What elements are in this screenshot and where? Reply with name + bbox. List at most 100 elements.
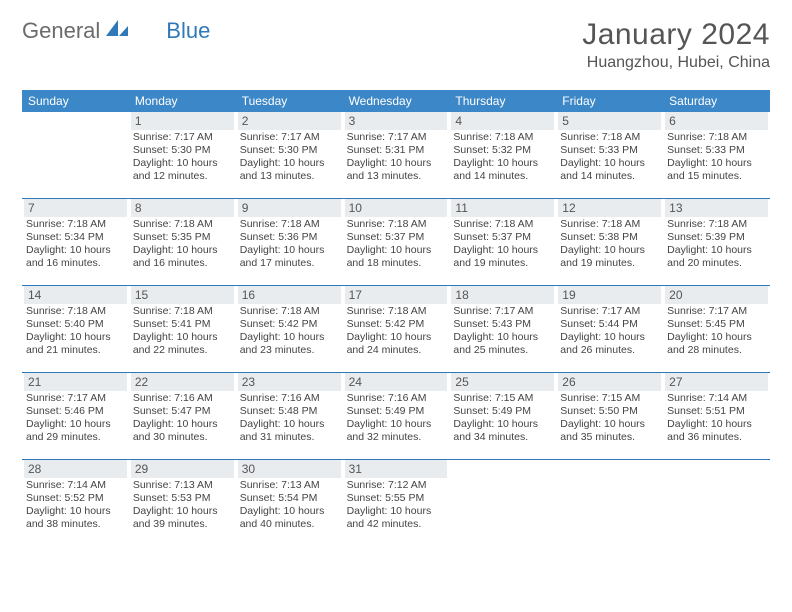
day-info: Sunrise: 7:18 AMSunset: 5:40 PMDaylight:… [24, 304, 127, 357]
day-header: Tuesday [236, 90, 343, 112]
calendar-cell: 30Sunrise: 7:13 AMSunset: 5:54 PMDayligh… [236, 460, 343, 546]
day-info: Sunrise: 7:17 AMSunset: 5:45 PMDaylight:… [665, 304, 768, 357]
day-header: Saturday [663, 90, 770, 112]
calendar-cell: 26Sunrise: 7:15 AMSunset: 5:50 PMDayligh… [556, 373, 663, 459]
day-number: 28 [24, 460, 127, 478]
calendar-cell: 6Sunrise: 7:18 AMSunset: 5:33 PMDaylight… [663, 112, 770, 198]
day-number: 27 [665, 373, 768, 391]
calendar-cell: 8Sunrise: 7:18 AMSunset: 5:35 PMDaylight… [129, 199, 236, 285]
title-block: January 2024 Huangzhou, Hubei, China [582, 18, 770, 72]
day-number: 23 [238, 373, 341, 391]
calendar-cell: 29Sunrise: 7:13 AMSunset: 5:53 PMDayligh… [129, 460, 236, 546]
day-number: 4 [451, 112, 554, 130]
day-number: 8 [131, 199, 234, 217]
day-info: Sunrise: 7:18 AMSunset: 5:42 PMDaylight:… [345, 304, 448, 357]
day-number: 17 [345, 286, 448, 304]
day-number: 9 [238, 199, 341, 217]
calendar-cell: 11Sunrise: 7:18 AMSunset: 5:37 PMDayligh… [449, 199, 556, 285]
day-number: 25 [451, 373, 554, 391]
day-info: Sunrise: 7:18 AMSunset: 5:37 PMDaylight:… [345, 217, 448, 270]
location: Huangzhou, Hubei, China [582, 54, 770, 72]
day-header: Friday [556, 90, 663, 112]
calendar-cell: 4Sunrise: 7:18 AMSunset: 5:32 PMDaylight… [449, 112, 556, 198]
calendar-cell: 17Sunrise: 7:18 AMSunset: 5:42 PMDayligh… [343, 286, 450, 372]
day-number: 30 [238, 460, 341, 478]
calendar-cell: 12Sunrise: 7:18 AMSunset: 5:38 PMDayligh… [556, 199, 663, 285]
day-number: 15 [131, 286, 234, 304]
calendar-cell: 18Sunrise: 7:17 AMSunset: 5:43 PMDayligh… [449, 286, 556, 372]
calendar-cell: 5Sunrise: 7:18 AMSunset: 5:33 PMDaylight… [556, 112, 663, 198]
day-number: 21 [24, 373, 127, 391]
day-number: 18 [451, 286, 554, 304]
calendar-cell: 2Sunrise: 7:17 AMSunset: 5:30 PMDaylight… [236, 112, 343, 198]
calendar-cell [556, 460, 663, 546]
day-number: 6 [665, 112, 768, 130]
calendar-cell: 15Sunrise: 7:18 AMSunset: 5:41 PMDayligh… [129, 286, 236, 372]
day-info: Sunrise: 7:18 AMSunset: 5:32 PMDaylight:… [451, 130, 554, 183]
calendar-cell: 1Sunrise: 7:17 AMSunset: 5:30 PMDaylight… [129, 112, 236, 198]
day-header: Wednesday [343, 90, 450, 112]
calendar-grid: SundayMondayTuesdayWednesdayThursdayFrid… [22, 90, 770, 546]
day-number: 2 [238, 112, 341, 130]
day-number: 10 [345, 199, 448, 217]
day-info: Sunrise: 7:17 AMSunset: 5:31 PMDaylight:… [345, 130, 448, 183]
day-info: Sunrise: 7:17 AMSunset: 5:44 PMDaylight:… [558, 304, 661, 357]
day-number: 16 [238, 286, 341, 304]
day-info: Sunrise: 7:13 AMSunset: 5:54 PMDaylight:… [238, 478, 341, 531]
calendar-cell: 21Sunrise: 7:17 AMSunset: 5:46 PMDayligh… [22, 373, 129, 459]
day-info: Sunrise: 7:18 AMSunset: 5:41 PMDaylight:… [131, 304, 234, 357]
day-info: Sunrise: 7:18 AMSunset: 5:35 PMDaylight:… [131, 217, 234, 270]
month-title: January 2024 [582, 18, 770, 52]
day-number: 13 [665, 199, 768, 217]
day-number: 12 [558, 199, 661, 217]
calendar-cell: 3Sunrise: 7:17 AMSunset: 5:31 PMDaylight… [343, 112, 450, 198]
day-info: Sunrise: 7:18 AMSunset: 5:33 PMDaylight:… [665, 130, 768, 183]
day-info: Sunrise: 7:17 AMSunset: 5:30 PMDaylight:… [131, 130, 234, 183]
day-info: Sunrise: 7:14 AMSunset: 5:52 PMDaylight:… [24, 478, 127, 531]
day-info: Sunrise: 7:18 AMSunset: 5:33 PMDaylight:… [558, 130, 661, 183]
calendar-cell: 16Sunrise: 7:18 AMSunset: 5:42 PMDayligh… [236, 286, 343, 372]
day-header: Monday [129, 90, 236, 112]
day-number: 24 [345, 373, 448, 391]
day-info: Sunrise: 7:14 AMSunset: 5:51 PMDaylight:… [665, 391, 768, 444]
day-header: Thursday [449, 90, 556, 112]
calendar-cell: 20Sunrise: 7:17 AMSunset: 5:45 PMDayligh… [663, 286, 770, 372]
calendar-cell: 28Sunrise: 7:14 AMSunset: 5:52 PMDayligh… [22, 460, 129, 546]
day-number: 31 [345, 460, 448, 478]
calendar-cell: 25Sunrise: 7:15 AMSunset: 5:49 PMDayligh… [449, 373, 556, 459]
day-info: Sunrise: 7:17 AMSunset: 5:30 PMDaylight:… [238, 130, 341, 183]
day-info: Sunrise: 7:18 AMSunset: 5:38 PMDaylight:… [558, 217, 661, 270]
day-info: Sunrise: 7:16 AMSunset: 5:48 PMDaylight:… [238, 391, 341, 444]
day-info: Sunrise: 7:18 AMSunset: 5:39 PMDaylight:… [665, 217, 768, 270]
calendar-cell: 23Sunrise: 7:16 AMSunset: 5:48 PMDayligh… [236, 373, 343, 459]
logo-sail-icon [104, 18, 130, 44]
calendar-cell: 24Sunrise: 7:16 AMSunset: 5:49 PMDayligh… [343, 373, 450, 459]
day-info: Sunrise: 7:17 AMSunset: 5:46 PMDaylight:… [24, 391, 127, 444]
day-number: 5 [558, 112, 661, 130]
calendar-cell: 31Sunrise: 7:12 AMSunset: 5:55 PMDayligh… [343, 460, 450, 546]
day-info: Sunrise: 7:18 AMSunset: 5:36 PMDaylight:… [238, 217, 341, 270]
calendar-cell: 10Sunrise: 7:18 AMSunset: 5:37 PMDayligh… [343, 199, 450, 285]
day-info: Sunrise: 7:16 AMSunset: 5:49 PMDaylight:… [345, 391, 448, 444]
day-info: Sunrise: 7:18 AMSunset: 5:37 PMDaylight:… [451, 217, 554, 270]
calendar-cell: 27Sunrise: 7:14 AMSunset: 5:51 PMDayligh… [663, 373, 770, 459]
day-number: 19 [558, 286, 661, 304]
calendar-cell [22, 112, 129, 198]
calendar-cell [449, 460, 556, 546]
day-number: 20 [665, 286, 768, 304]
day-info: Sunrise: 7:18 AMSunset: 5:34 PMDaylight:… [24, 217, 127, 270]
day-number: 29 [131, 460, 234, 478]
logo-text-blue: Blue [166, 18, 210, 44]
calendar-cell: 9Sunrise: 7:18 AMSunset: 5:36 PMDaylight… [236, 199, 343, 285]
day-info: Sunrise: 7:18 AMSunset: 5:42 PMDaylight:… [238, 304, 341, 357]
day-number: 22 [131, 373, 234, 391]
day-number: 14 [24, 286, 127, 304]
day-info: Sunrise: 7:13 AMSunset: 5:53 PMDaylight:… [131, 478, 234, 531]
day-info: Sunrise: 7:17 AMSunset: 5:43 PMDaylight:… [451, 304, 554, 357]
day-info: Sunrise: 7:16 AMSunset: 5:47 PMDaylight:… [131, 391, 234, 444]
day-number: 1 [131, 112, 234, 130]
day-number: 11 [451, 199, 554, 217]
calendar-cell: 22Sunrise: 7:16 AMSunset: 5:47 PMDayligh… [129, 373, 236, 459]
day-info: Sunrise: 7:15 AMSunset: 5:49 PMDaylight:… [451, 391, 554, 444]
calendar-cell: 7Sunrise: 7:18 AMSunset: 5:34 PMDaylight… [22, 199, 129, 285]
